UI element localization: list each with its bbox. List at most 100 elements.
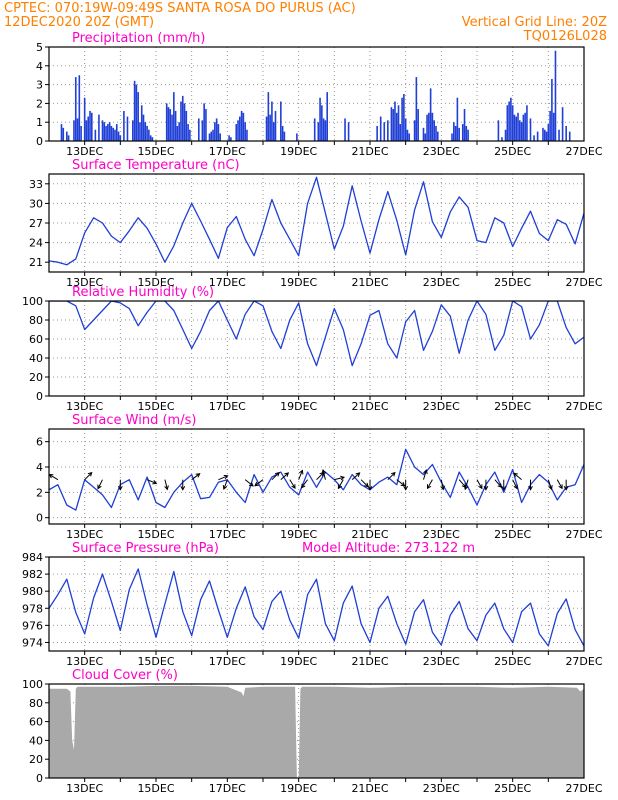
x-tick-label: 25DEC [494,400,531,413]
precip-bar [344,118,346,141]
x-tick-label: 13DEC [66,145,103,158]
wind-arrow-shaft [512,479,518,489]
x-tick-label: 17DEC [209,276,246,289]
precip-bar [387,120,389,141]
precip-bar [112,127,114,141]
y-tick-label: 100 [22,678,43,691]
precip-bar [467,129,469,141]
wind-arrow [244,479,254,487]
wind-arrow-head [390,471,396,477]
precip-bar [543,129,546,141]
wind-arrow-shaft [464,479,469,490]
x-tick-label: 17DEC [209,528,246,541]
precip-bar [506,105,509,141]
precip-bar [149,135,152,141]
precip-bar [217,124,220,141]
y-tick-label: 0 [36,135,43,148]
precip-bar [133,80,136,141]
precip-bar [463,109,466,141]
panel-frame [48,428,585,525]
x-tick-label: 13DEC [66,782,103,795]
plot-area-pressure [49,568,584,647]
wind-arrow [337,479,344,490]
wind-arrow-shaft [337,479,344,489]
y-tick-label: 80 [29,314,43,327]
precip-bar [187,124,189,141]
precip-bar [549,110,551,141]
precip-bar [413,120,416,141]
precip-bar [189,129,191,141]
precip-bar [210,131,213,141]
wind-arrow-head [300,483,306,489]
precip-bar [497,120,500,141]
y-tick-label: 40 [29,734,43,747]
precip-bar [429,88,432,141]
precip-bar [60,124,63,141]
wind-arrow-head [440,485,445,491]
wind-arrow [300,479,308,489]
precip-bar [519,120,521,141]
y-tick-label: 5 [36,41,43,54]
precip-bar [390,107,393,141]
wind-arrow-head [291,484,296,489]
x-tick-label: 27DEC [565,782,602,795]
precip-bar [424,133,427,141]
precip-bar [397,105,400,141]
wind-arrow [164,479,169,491]
panel-pressure: 974 976 978 980 982 984 13DEC 15DEC 17DEC 19DEC 21… [22,541,603,668]
y-tick-label: 30 [29,197,43,210]
wind-arrow [563,479,569,491]
wind-arrow-head [195,473,201,478]
precip-bar [237,120,239,141]
precip-bar [83,97,86,141]
y-tick-label: 100 [22,295,43,308]
wind-arrow [298,469,304,480]
wind-arrow [494,479,503,488]
precip-bar [379,116,382,141]
x-tick-label: 23DEC [423,528,460,541]
wind-arrow-head [340,475,345,481]
wind-arrow [289,479,296,489]
precip-bar [91,112,93,141]
y-tick-label: 4 [36,60,43,73]
precip-bar [529,118,532,141]
precip-bar [324,120,327,141]
wind-arrow [396,479,406,487]
wind-arrow-head [558,484,563,490]
wind-arrow-head [152,479,158,485]
wind-arrow [271,471,280,481]
wind-arrow [49,473,59,481]
precip-bar [313,118,316,141]
panel-title: Surface Temperature (nC) [72,158,240,173]
x-tick-label: 23DEC [423,145,460,158]
precip-bar [87,116,90,141]
x-tick-label: 15DEC [137,528,174,541]
precip-bar [144,122,147,141]
precip-bar [108,122,111,141]
pressure-series-line [49,568,584,647]
precip-bar [319,97,321,141]
wind-arrow-shaft [223,479,228,490]
precip-bar [433,120,435,141]
precip-bar [105,125,107,141]
wind-arrow-head [223,474,229,480]
precip-bar [215,118,218,141]
temperature-series-line [49,176,584,266]
precip-bar [522,114,525,141]
wind-arrow-shaft [84,472,93,481]
wind-arrow-shaft [360,479,369,488]
y-tick-label: 3 [36,79,43,92]
precip-bar [137,92,139,141]
wind-arrow-shaft [322,469,326,480]
y-tick-label: 60 [29,716,43,729]
x-tick-label: 25DEC [494,528,531,541]
precip-bar [417,109,419,141]
x-tick-label: 15DEC [137,655,174,668]
precip-bar [526,105,528,141]
wind-arrow-head [87,471,93,477]
y-tick-label: 0 [36,390,43,403]
wind-arrow-head [248,482,254,487]
x-tick-label: 17DEC [209,782,246,795]
precip-bar [240,110,243,141]
model-code: TQ0126L028 [523,29,607,44]
